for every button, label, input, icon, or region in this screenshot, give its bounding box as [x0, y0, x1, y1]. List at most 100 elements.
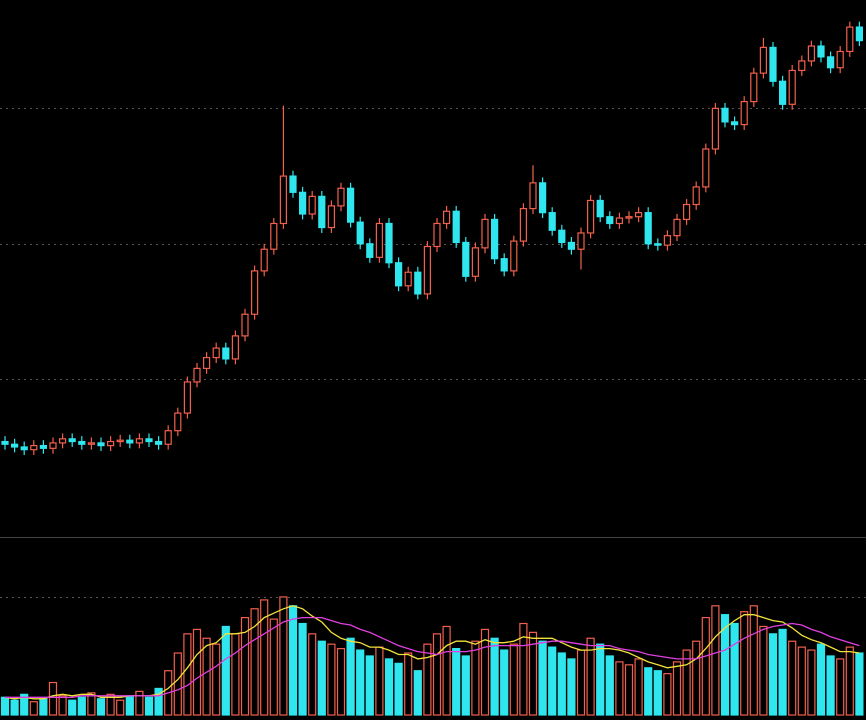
candle-body — [491, 218, 499, 260]
candle-body — [836, 50, 844, 69]
volume-bar — [836, 658, 845, 716]
volume-bar — [212, 643, 221, 716]
volume-bar — [413, 670, 422, 716]
volume-bar — [480, 628, 490, 716]
candle-body — [164, 430, 172, 445]
candle-body — [11, 443, 19, 448]
volume-bar — [240, 617, 250, 716]
volume-bar — [682, 649, 691, 716]
volume-bar — [144, 696, 154, 716]
volume-bar — [375, 646, 384, 716]
candle-body — [327, 205, 335, 229]
candle-body — [654, 243, 662, 246]
candle-body — [347, 187, 355, 223]
volume-bar — [356, 649, 365, 716]
candle-body — [433, 222, 441, 248]
candle-body — [740, 100, 748, 126]
volume-bar — [538, 640, 547, 716]
volume-bar — [96, 698, 106, 716]
candle-body — [443, 210, 451, 225]
volume-bar — [394, 662, 403, 716]
volume-bar — [260, 599, 269, 716]
candle-body — [702, 148, 710, 188]
volume-bar — [586, 637, 595, 716]
candle-body — [500, 258, 508, 272]
volume-bar — [173, 652, 182, 716]
candle-body — [692, 186, 700, 206]
candle-body — [106, 440, 115, 447]
volume-bar — [663, 673, 672, 716]
candle-body — [87, 442, 96, 445]
candle-body — [769, 46, 777, 82]
volume-bar — [826, 655, 835, 716]
candle-body — [807, 45, 816, 62]
volume-bar — [442, 625, 451, 716]
volume-bar — [432, 633, 442, 716]
volume-bar — [39, 698, 48, 716]
volume-bar — [644, 667, 653, 716]
volume-bar — [749, 605, 758, 716]
candle-body — [193, 367, 201, 383]
volume-bar — [279, 596, 288, 716]
candle-body — [58, 438, 67, 444]
volume-bar — [269, 618, 278, 716]
volume-bar — [740, 611, 749, 716]
volume-bar — [423, 643, 432, 716]
candle-body — [798, 60, 806, 72]
candle-body — [548, 212, 556, 231]
candle-body — [577, 232, 585, 250]
volume-bar — [624, 664, 634, 716]
volume-bar — [125, 695, 134, 716]
candle-body — [395, 262, 403, 287]
volume-bar — [384, 658, 394, 716]
volume-bar — [855, 652, 864, 716]
candle-body — [279, 175, 287, 225]
volume-bar — [509, 643, 518, 716]
candle-body — [203, 356, 211, 370]
candle-body — [135, 438, 143, 444]
candle-body — [730, 121, 739, 126]
volume-bar — [231, 633, 240, 716]
candle-body — [251, 270, 259, 315]
volume-bar — [404, 652, 413, 716]
candle-body — [817, 45, 825, 58]
candle-body — [231, 335, 239, 360]
volume-bar — [548, 646, 557, 716]
candle-body — [260, 248, 268, 272]
candle-body — [538, 182, 547, 214]
volume-bar — [106, 693, 115, 716]
volume-bar — [192, 628, 202, 716]
candle-body — [145, 438, 153, 443]
candle-body — [183, 381, 191, 414]
candle-body — [567, 241, 576, 250]
volume-bar — [87, 692, 96, 716]
volume-bar — [135, 690, 144, 716]
candle-body — [289, 175, 297, 193]
candle-body — [826, 56, 835, 69]
volume-bar — [317, 640, 326, 716]
volume-bar — [701, 617, 710, 716]
candle-body — [385, 222, 393, 264]
volume-bar — [807, 649, 816, 716]
candle-body — [423, 245, 431, 295]
candle-body — [519, 207, 528, 242]
volume-bar — [797, 646, 806, 716]
candle-body — [778, 80, 787, 105]
candle-body — [155, 440, 163, 445]
volume-bar — [634, 658, 643, 716]
candle-body — [68, 438, 76, 443]
volume-bar — [500, 649, 509, 716]
candle-body — [481, 218, 489, 249]
volume-bar — [759, 625, 768, 716]
candle-body — [366, 243, 374, 258]
candle-body — [596, 199, 604, 218]
candle-body — [318, 195, 326, 229]
candle-body — [241, 313, 249, 337]
volume-bar — [10, 699, 19, 716]
candle-body — [615, 217, 624, 225]
volume-bar — [778, 628, 787, 716]
volume-bar — [557, 652, 566, 716]
candle-body — [116, 439, 124, 443]
volume-bar — [528, 631, 538, 716]
